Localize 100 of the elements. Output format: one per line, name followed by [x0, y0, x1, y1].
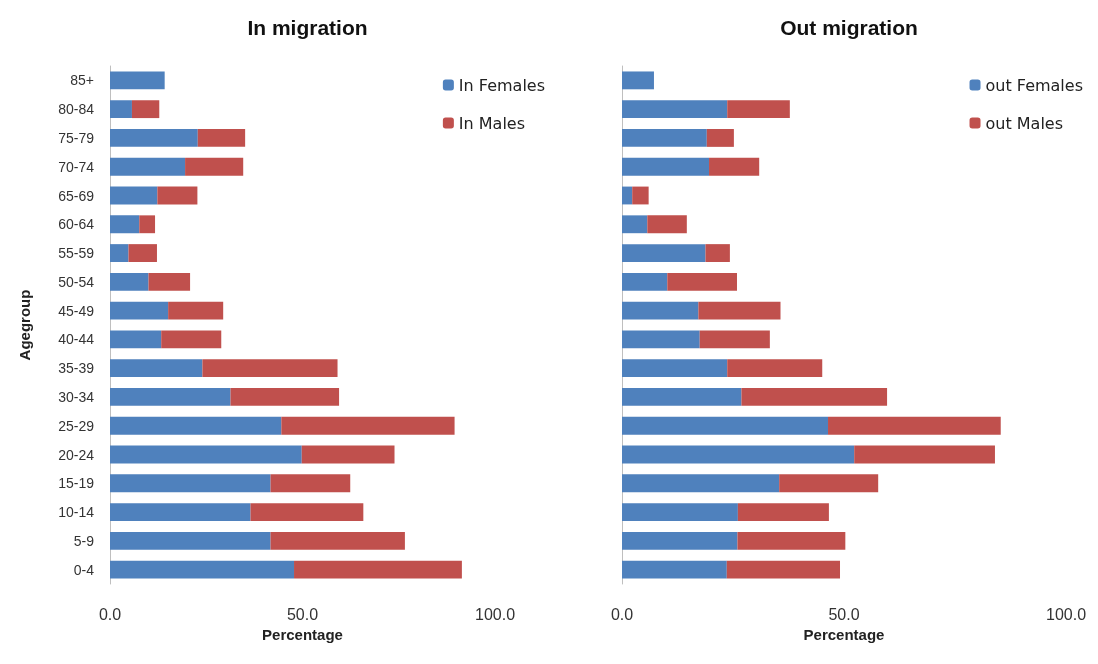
- x-tick-label: 100.0: [474, 605, 516, 623]
- bar: [185, 157, 244, 176]
- bar: [622, 186, 633, 205]
- bar: [110, 416, 282, 435]
- bar: [110, 330, 162, 349]
- bar: [128, 244, 157, 262]
- bar: [647, 215, 687, 234]
- bar: [622, 359, 728, 378]
- x-tick-label: 0.0: [98, 605, 122, 623]
- y-tick-label: 10-14: [58, 504, 95, 521]
- y-tick-label: 45-49: [58, 302, 95, 319]
- y-tick-label: 55-59: [58, 245, 95, 262]
- bar: [622, 330, 700, 349]
- bar: [110, 215, 140, 234]
- bar: [202, 359, 338, 378]
- bar: [110, 445, 302, 464]
- bar: [622, 244, 706, 262]
- bar: [726, 560, 840, 579]
- x-axis-title: Percentage: [803, 625, 885, 643]
- bar: [622, 215, 648, 234]
- bar: [854, 445, 995, 464]
- bar: [632, 186, 649, 205]
- x-tick-label: 50.0: [828, 605, 860, 623]
- bar: [699, 330, 770, 349]
- bar: [168, 301, 224, 320]
- bar: [622, 301, 699, 320]
- bar: [709, 157, 760, 176]
- bar: [281, 416, 455, 435]
- y-tick-label: 25-29: [58, 417, 95, 434]
- bar: [622, 560, 727, 579]
- legend-label: In Females: [458, 75, 546, 95]
- y-tick-label: 40-44: [58, 331, 95, 348]
- x-tick-label: 50.0: [286, 605, 319, 623]
- chart-title: In migration: [247, 16, 368, 39]
- bar: [622, 416, 829, 435]
- bar: [741, 388, 888, 406]
- bar: [622, 100, 728, 119]
- bar: [294, 560, 462, 579]
- bar: [139, 215, 156, 234]
- bar: [110, 359, 203, 378]
- bar: [727, 100, 790, 119]
- y-tick-label: 30-34: [58, 388, 95, 405]
- bar: [110, 560, 295, 579]
- bar: [622, 388, 742, 406]
- y-tick-label: 50-54: [58, 273, 95, 290]
- bar: [131, 100, 160, 119]
- bar: [157, 186, 198, 205]
- bar: [110, 301, 169, 320]
- y-tick-label: 0-4: [73, 561, 95, 578]
- bar: [110, 503, 251, 521]
- y-tick-label: 60-64: [58, 216, 95, 233]
- chart-title: Out migration: [780, 16, 918, 39]
- bar: [622, 157, 710, 176]
- bar: [705, 244, 730, 262]
- y-tick-label: 70-74: [58, 158, 95, 175]
- bar: [667, 272, 737, 291]
- bar: [737, 503, 829, 521]
- x-tick-label: 0.0: [610, 605, 634, 623]
- bar: [727, 359, 823, 378]
- bar: [197, 129, 246, 147]
- y-tick-label: 35-39: [58, 360, 95, 377]
- bar: [161, 330, 222, 349]
- bar: [110, 71, 165, 90]
- y-axis-title: Agegroup: [16, 289, 33, 361]
- bar: [622, 445, 855, 464]
- bar: [110, 129, 198, 147]
- bar: [622, 531, 738, 550]
- y-tick-label: 85+: [70, 72, 94, 89]
- bar: [148, 272, 191, 291]
- bar: [110, 186, 158, 205]
- y-tick-label: 5-9: [73, 532, 95, 549]
- bar: [270, 531, 405, 550]
- bar: [828, 416, 1001, 435]
- bar: [698, 301, 781, 320]
- bar: [779, 474, 879, 493]
- bar: [622, 71, 654, 90]
- bar: [250, 503, 364, 521]
- bar: [110, 531, 271, 550]
- legend-label: out Females: [985, 75, 1084, 95]
- x-axis-title: Percentage: [262, 625, 343, 643]
- y-tick-label: 15-19: [58, 475, 95, 492]
- y-tick-label: 20-24: [58, 446, 95, 463]
- bar: [622, 503, 738, 521]
- bar: [230, 388, 340, 406]
- bar: [110, 244, 129, 262]
- bar: [706, 129, 734, 147]
- legend-label: In Males: [458, 113, 526, 133]
- bar: [622, 129, 707, 147]
- bar: [301, 445, 395, 464]
- bar: [110, 100, 132, 119]
- bar: [737, 531, 846, 550]
- bar: [110, 388, 231, 406]
- bar: [270, 474, 351, 493]
- bar: [110, 272, 149, 291]
- bar: [622, 272, 668, 291]
- legend-label: out Males: [985, 113, 1064, 133]
- bar: [622, 474, 780, 493]
- y-tick-label: 75-79: [58, 129, 95, 146]
- y-tick-label: 65-69: [58, 187, 95, 204]
- bar: [110, 157, 186, 176]
